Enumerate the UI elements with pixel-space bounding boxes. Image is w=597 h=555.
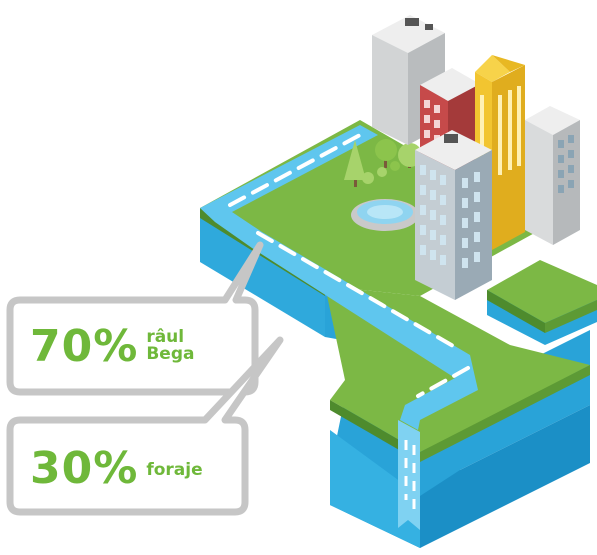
callout-wells-text: 30% foraje bbox=[30, 437, 203, 499]
grass-rim-3 bbox=[420, 365, 590, 462]
waterfall-icon bbox=[398, 420, 420, 530]
grass-rim-2 bbox=[330, 400, 420, 462]
block-side-left bbox=[200, 208, 325, 337]
river bbox=[200, 125, 478, 530]
river-label-line1: râul bbox=[146, 327, 185, 347]
river-percent: 70% bbox=[30, 320, 139, 372]
river-dashes bbox=[228, 133, 470, 398]
river-channel bbox=[200, 125, 478, 430]
building-icon bbox=[525, 106, 580, 245]
wells-percent: 30% bbox=[30, 442, 139, 494]
fountain-icon bbox=[351, 199, 419, 231]
tree-icon bbox=[344, 140, 366, 187]
grass-top-right bbox=[487, 260, 597, 323]
grass-rim-4 bbox=[487, 290, 545, 333]
callout-wells bbox=[6, 336, 284, 516]
wells-label: foraje bbox=[146, 459, 203, 480]
callout-river-text: 70% râul Bega bbox=[30, 315, 194, 377]
building-icon bbox=[415, 130, 492, 300]
block-side-front-dark bbox=[420, 405, 590, 548]
tree-icon bbox=[375, 139, 397, 168]
river-label-line2: Bega bbox=[146, 344, 195, 364]
buildings bbox=[372, 15, 580, 300]
river-label: râul Bega bbox=[146, 329, 194, 363]
block-side-low bbox=[330, 430, 420, 548]
waterfall-lines bbox=[404, 440, 416, 515]
grass-rim-5 bbox=[545, 300, 597, 333]
